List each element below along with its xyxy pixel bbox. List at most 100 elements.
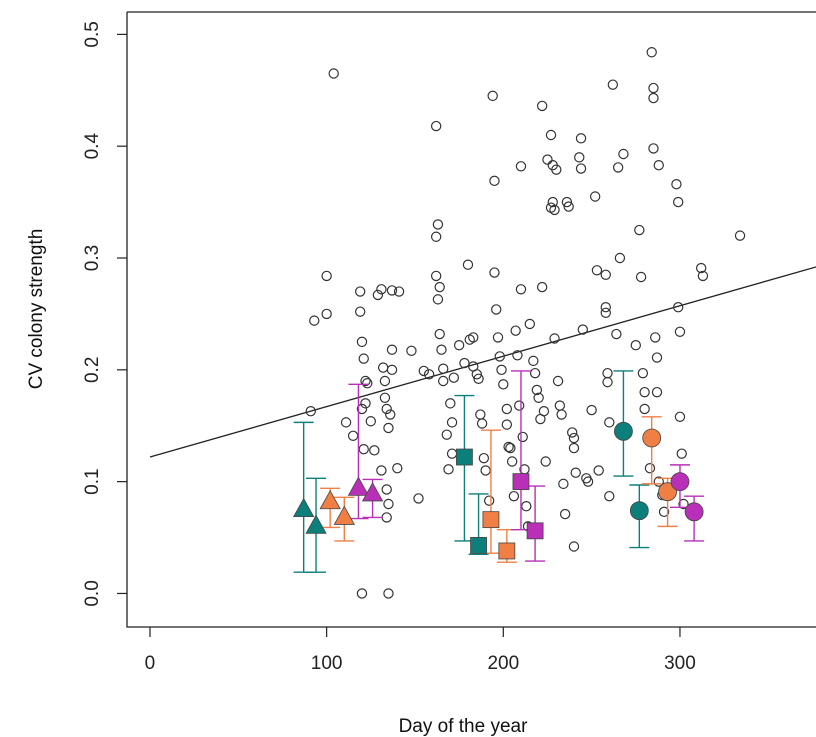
data-point	[377, 362, 389, 373]
data-point	[637, 367, 649, 379]
mean-marker-square	[470, 536, 487, 554]
data-point	[514, 400, 525, 411]
data-point	[445, 398, 456, 409]
mean-marker-square	[482, 511, 500, 529]
data-point	[630, 340, 642, 351]
data-point	[434, 281, 445, 293]
data-point	[496, 364, 507, 376]
data-point	[593, 465, 604, 476]
data-point	[551, 164, 562, 175]
data-point	[644, 463, 656, 474]
data-point	[563, 201, 574, 212]
data-point	[494, 351, 505, 362]
mean-marker-square	[456, 448, 473, 466]
mean-marker-circle	[642, 428, 662, 448]
x-axis-title: Day of the year	[399, 716, 529, 737]
trend-line-layer	[149, 266, 816, 458]
data-point	[635, 271, 647, 283]
x-tick-label: 300	[664, 653, 696, 674]
data-point	[381, 484, 392, 495]
data-point	[651, 386, 663, 398]
data-point	[356, 336, 368, 348]
regression-line	[149, 266, 816, 458]
data-point	[600, 302, 611, 313]
group-means	[292, 370, 705, 573]
data-point	[646, 47, 657, 58]
data-point	[379, 392, 391, 403]
data-point	[369, 445, 380, 456]
data-point	[634, 224, 645, 236]
data-point	[385, 409, 396, 420]
data-point	[508, 490, 520, 502]
data-point	[540, 456, 551, 467]
data-point	[602, 367, 613, 379]
data-point	[536, 100, 548, 112]
data-point	[356, 403, 368, 415]
data-point	[501, 419, 513, 430]
data-point	[406, 345, 417, 357]
data-point	[545, 129, 557, 141]
data-point	[600, 269, 611, 280]
data-point	[524, 318, 536, 330]
data-point	[614, 252, 626, 264]
mean-marker-triangle	[305, 514, 327, 534]
data-point	[383, 498, 394, 510]
data-point	[355, 306, 366, 317]
data-point	[531, 384, 543, 396]
data-point	[612, 162, 624, 173]
data-point	[650, 332, 661, 343]
data-point	[568, 541, 580, 552]
data-point	[589, 191, 601, 202]
data-point	[558, 478, 569, 490]
data-point	[547, 196, 558, 208]
data-point	[604, 417, 615, 428]
data-point	[673, 196, 684, 208]
data-point	[529, 367, 541, 379]
data-point	[489, 267, 500, 278]
data-point	[582, 476, 594, 487]
mean-marker-square	[512, 473, 530, 491]
mean-marker-square	[526, 522, 544, 540]
data-point	[653, 476, 664, 487]
y-tick-label: 0.0	[82, 580, 103, 606]
data-point	[556, 409, 567, 420]
y-tick-label: 0.5	[82, 21, 103, 47]
x-tick-label: 0	[145, 653, 156, 674]
data-point	[549, 333, 560, 344]
data-point	[383, 422, 394, 434]
mean-marker-triangle	[361, 482, 384, 502]
data-point	[328, 68, 339, 79]
data-point	[376, 284, 387, 295]
data-point	[505, 442, 516, 454]
data-point	[365, 416, 376, 427]
data-point	[321, 270, 332, 282]
data-point	[386, 344, 398, 355]
data-point	[533, 392, 544, 403]
data-point	[574, 152, 585, 163]
data-point	[476, 418, 488, 429]
data-point	[639, 403, 650, 415]
data-point	[674, 411, 686, 422]
data-point	[695, 262, 707, 274]
data-point	[438, 375, 449, 387]
data-point	[510, 325, 521, 336]
y-tick-label: 0.4	[82, 133, 103, 160]
mean-marker-circle	[614, 421, 633, 441]
data-point	[448, 372, 460, 383]
data-point	[430, 231, 442, 242]
data-point	[453, 340, 465, 351]
data-point	[386, 285, 398, 296]
mean-marker-triangle	[292, 497, 315, 517]
data-point	[347, 430, 359, 441]
data-point	[360, 375, 371, 387]
data-point	[554, 400, 566, 411]
data-point	[575, 133, 587, 144]
data-point	[386, 364, 398, 376]
data-point	[673, 302, 684, 313]
data-point	[653, 159, 664, 171]
y-tick-label: 0.3	[82, 245, 103, 271]
data-point	[446, 417, 458, 428]
data-point	[462, 259, 474, 270]
data-point	[471, 369, 482, 380]
